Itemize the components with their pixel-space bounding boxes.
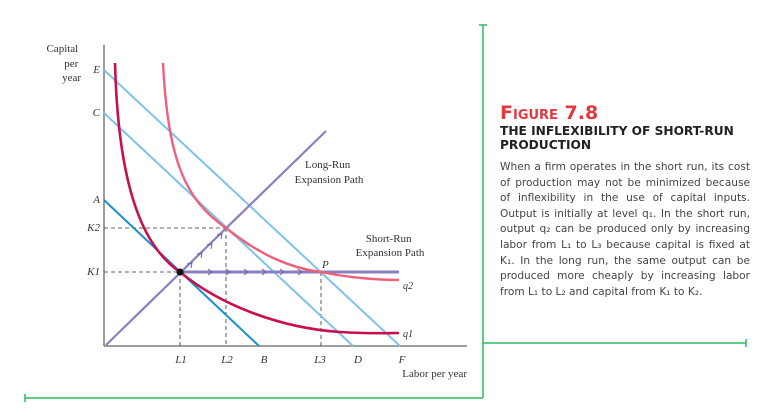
frame-lines — [24, 24, 747, 402]
y-axis-label: Capital per year — [46, 43, 81, 84]
short-run-label: Short-Run Expansion Path — [356, 233, 425, 259]
tick-f: F — [398, 354, 406, 366]
tick-a: A — [92, 194, 100, 206]
isoquant-q2 — [161, 62, 400, 282]
tick-d: D — [353, 354, 362, 366]
tick-l1: L1 — [174, 354, 187, 366]
point-p-label: P — [321, 259, 329, 271]
long-run-label: Long-Run Expansion Path — [295, 159, 364, 186]
figure-number: Figure 7.8 — [500, 102, 599, 124]
tick-k2: K2 — [86, 222, 100, 234]
tick-k1: K1 — [86, 266, 100, 278]
tick-c: C — [93, 107, 101, 119]
figure-caption: Figure 7.8 THE INFLEXIBILITY OF SHORT-RU… — [500, 104, 750, 300]
isoquant-q1 — [113, 62, 400, 335]
isocost-ef — [103, 69, 401, 347]
arrow-marks — [186, 233, 303, 276]
tick-b: B — [261, 354, 268, 366]
q2-label: q2 — [403, 281, 413, 292]
tick-l2: L2 — [220, 354, 233, 366]
guide-lines — [104, 227, 322, 346]
tick-e: E — [92, 64, 100, 76]
long-run-expansion-path — [105, 130, 327, 346]
tick-l3: L3 — [313, 354, 326, 366]
figure-caption-text: When a firm operates in the short run, i… — [500, 161, 750, 298]
figure-title: THE INFLEXIBILITY OF SHORT-RUN PRODUCTIO… — [500, 124, 734, 152]
initial-point — [176, 268, 184, 276]
q1-label: q1 — [403, 329, 413, 340]
x-axis-label: Labor per year — [402, 368, 467, 380]
